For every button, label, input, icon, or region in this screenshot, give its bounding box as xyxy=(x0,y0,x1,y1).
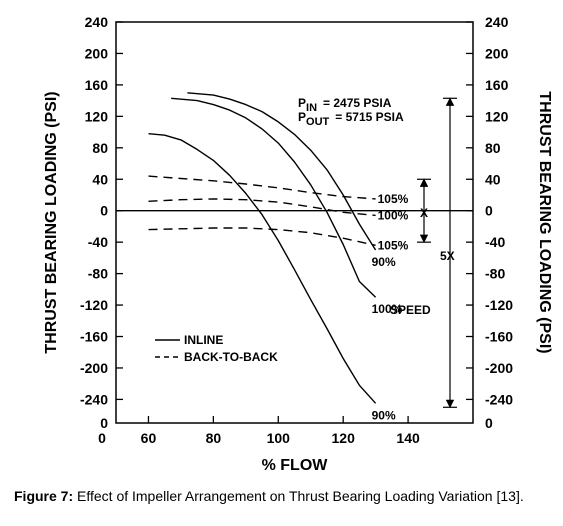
y-tick-label-right: -240 xyxy=(485,391,513,407)
y-tick-label-right: 40 xyxy=(485,171,501,187)
fivex-variation-label: 5X xyxy=(440,249,455,263)
x-tick-label: 60 xyxy=(141,430,157,446)
y-tick-label-left: 40 xyxy=(92,171,108,187)
p-out-label: POUT = 5715 PSIA xyxy=(298,110,404,128)
x-tick-label: 100 xyxy=(267,430,291,446)
x-tick-label: 120 xyxy=(332,430,356,446)
y-axis-title-right: THRUST BEARING LOADING (PSI) xyxy=(536,91,553,353)
y-tick-label-right: 0 xyxy=(485,203,493,219)
series-layer: 90% 100% 90% 105% 100% 105% xyxy=(148,92,409,422)
inline-series-line-1 xyxy=(171,97,377,298)
figure-caption: Figure 7: Effect of Impeller Arrangement… xyxy=(14,487,559,505)
series-end-label: 90% xyxy=(372,255,396,269)
series-end-label: 100% xyxy=(378,208,409,222)
y-tick-label-right: 80 xyxy=(485,140,501,156)
y-tick-label-right: -200 xyxy=(485,360,513,376)
back-to-back-series-line-4 xyxy=(148,198,376,217)
x-tick-label: 80 xyxy=(206,430,222,446)
series-end-label: 90% xyxy=(372,408,396,422)
x-origin-label: 0 xyxy=(98,430,106,446)
y-tick-label-left: -240 xyxy=(80,391,108,407)
y-tick-label-left: -200 xyxy=(80,360,108,376)
speed-label: SPEED xyxy=(390,303,431,317)
caption-label: Figure 7: xyxy=(14,488,74,504)
legend: INLINE BACK-TO-BACK xyxy=(155,333,278,364)
y-tick-label-left: 120 xyxy=(85,108,109,124)
legend-backtoback-label: BACK-TO-BACK xyxy=(184,350,278,364)
y-tick-label-left: -120 xyxy=(80,297,108,313)
inline-series-line-2 xyxy=(187,92,377,251)
y-tick-label-left: 0 xyxy=(100,203,108,219)
y-tick-label-right: 200 xyxy=(485,45,509,61)
y-tick-label-left: 240 xyxy=(85,14,109,30)
y-tick-label-left: -80 xyxy=(88,266,108,282)
y-tick-label-right: 160 xyxy=(485,77,509,93)
y-bottom-label-left: 0 xyxy=(100,415,108,431)
y-tick-label-right: 120 xyxy=(485,108,509,124)
y-tick-label-left: -160 xyxy=(80,329,108,345)
x-tick-label: 140 xyxy=(396,430,420,446)
y-tick-label-left: 200 xyxy=(85,45,109,61)
legend-inline-label: INLINE xyxy=(184,333,223,347)
inline-series-line-0 xyxy=(148,133,377,404)
series-end-label: 105% xyxy=(378,238,409,252)
y-axis-title-left: THRUST BEARING LOADING (PSI) xyxy=(43,91,60,353)
y-tick-label-left: 160 xyxy=(85,77,109,93)
y-tick-label-right: -40 xyxy=(485,234,505,250)
series-end-label: 100% xyxy=(372,302,403,316)
caption-text: Effect of Impeller Arrangement on Thrust… xyxy=(73,488,524,504)
y-tick-label-right: -80 xyxy=(485,266,505,282)
y-tick-label-right: -160 xyxy=(485,329,513,345)
back-to-back-series-line-3 xyxy=(148,175,376,200)
y-tick-label-left: 80 xyxy=(92,140,108,156)
p-in-label: PIN = 2475 PSIA xyxy=(298,96,392,114)
x-axis-title: % FLOW xyxy=(262,457,329,474)
series-end-label: 105% xyxy=(378,192,409,206)
y-tick-label-right: -120 xyxy=(485,297,513,313)
y-tick-label-left: -40 xyxy=(88,234,108,250)
y-bottom-label-right: 0 xyxy=(485,415,493,431)
back-to-back-series-line-5 xyxy=(148,227,376,246)
annotations: PIN= 2475 PSIA POUT= 5715 PSIA X 5X SPEE… xyxy=(298,96,457,409)
plot-frame xyxy=(115,21,474,424)
y-tick-label-right: 240 xyxy=(485,14,509,30)
